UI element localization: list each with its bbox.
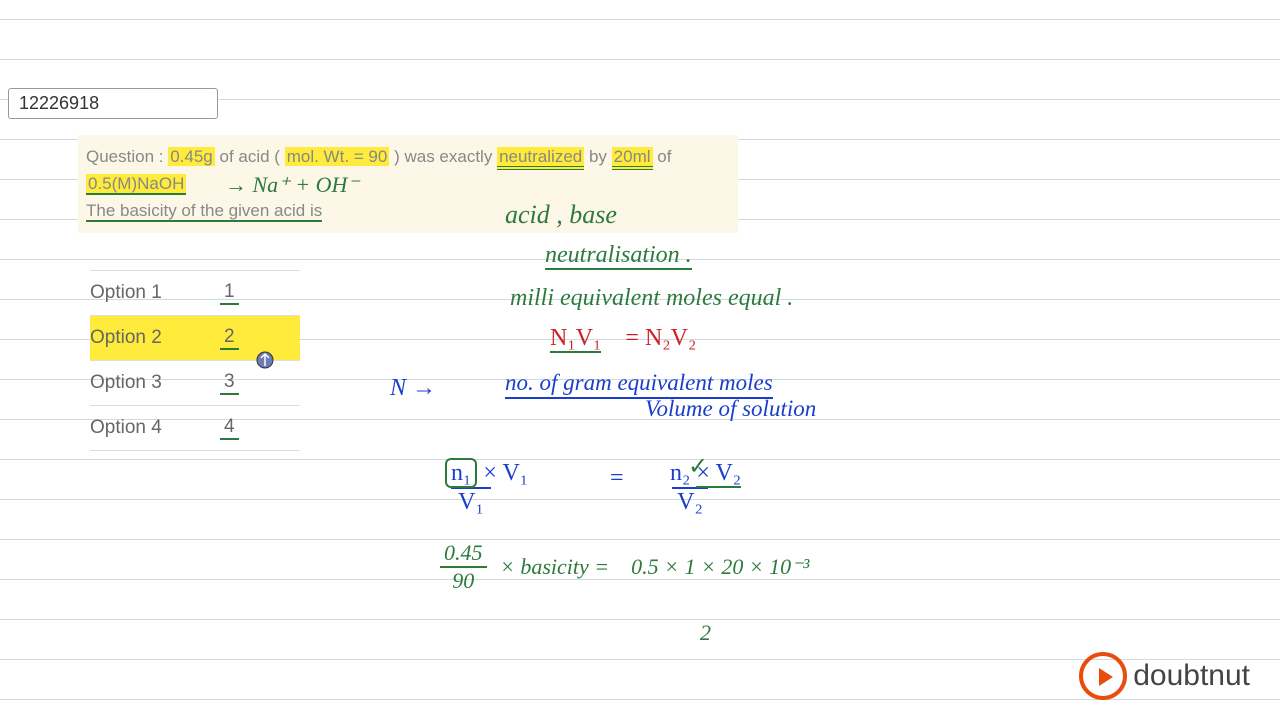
option-3-label: Option 3 (90, 372, 220, 394)
question-text-box: Question : 0.45g of acid ( mol. Wt. = 90… (78, 135, 738, 233)
option-1-label: Option 1 (90, 282, 220, 304)
option-1-row[interactable]: Option 1 1 (90, 270, 300, 315)
doubtnut-logo[interactable]: doubtnut (1079, 652, 1250, 700)
hw-final-eq: 0.45 90 × basicity = 0.5 × 1 × 20 × 10⁻³ (440, 540, 809, 594)
question-naoh: 0.5(M)NaOH (86, 174, 186, 195)
cursor-icon (255, 350, 275, 370)
hw-n-definition: no. of gram equivalent moles Volume of s… (505, 370, 816, 422)
logo-text: doubtnut (1133, 659, 1250, 693)
option-2-label: Option 2 (90, 327, 220, 349)
hw-n-def-numerator: no. of gram equivalent moles (505, 370, 773, 399)
hw-n1-boxed: n₁ (445, 458, 477, 488)
question-prefix: Question : (86, 147, 168, 166)
hw-v1-denom: V₁ (451, 487, 491, 516)
question-molwt: mol. Wt. = 90 (285, 147, 390, 166)
question-id: 12226918 (19, 93, 99, 113)
question-text-6: by (589, 147, 612, 166)
question-text-4: ) was exactly (394, 147, 497, 166)
question-text-2: of acid ( (220, 147, 280, 166)
question-basicity-prompt: The basicity of the given acid is (86, 201, 322, 222)
option-4-label: Option 4 (90, 417, 220, 439)
question-text-8: of (657, 147, 671, 166)
hw-eq-left: n₁ × V₁ V₁ (445, 460, 528, 516)
question-volume: 20ml (612, 147, 653, 170)
option-3-value: 3 (220, 371, 239, 395)
hw-answer: 2 (700, 620, 711, 646)
question-neutralized: neutralized (497, 147, 584, 170)
hw-n-arrow: N → (390, 375, 436, 402)
hw-n1v1: N₁V₁ = N₂V₂ (550, 325, 696, 352)
option-2-value: 2 (220, 326, 239, 350)
logo-play-icon (1079, 652, 1127, 700)
hw-neutralisation: neutralisation . (545, 242, 692, 269)
hw-v2-denom: V₂ (672, 487, 708, 516)
hw-eq-right: n₂✓ × V₂ V₂ (670, 460, 741, 516)
hw-milli-eq: milli equivalent moles equal . (510, 285, 793, 312)
hw-n-def-denominator: Volume of solution (645, 396, 816, 421)
hw-acid-base: acid , base (505, 200, 617, 230)
question-id-box: 12226918 (8, 88, 218, 119)
hw-equals-2: = (610, 465, 624, 492)
option-1-value: 1 (220, 281, 239, 305)
hw-na-oh: → Na⁺ + OH⁻ (225, 172, 359, 198)
option-4-row[interactable]: Option 4 4 (90, 405, 300, 451)
option-4-value: 4 (220, 416, 239, 440)
question-mass: 0.45g (168, 147, 215, 166)
